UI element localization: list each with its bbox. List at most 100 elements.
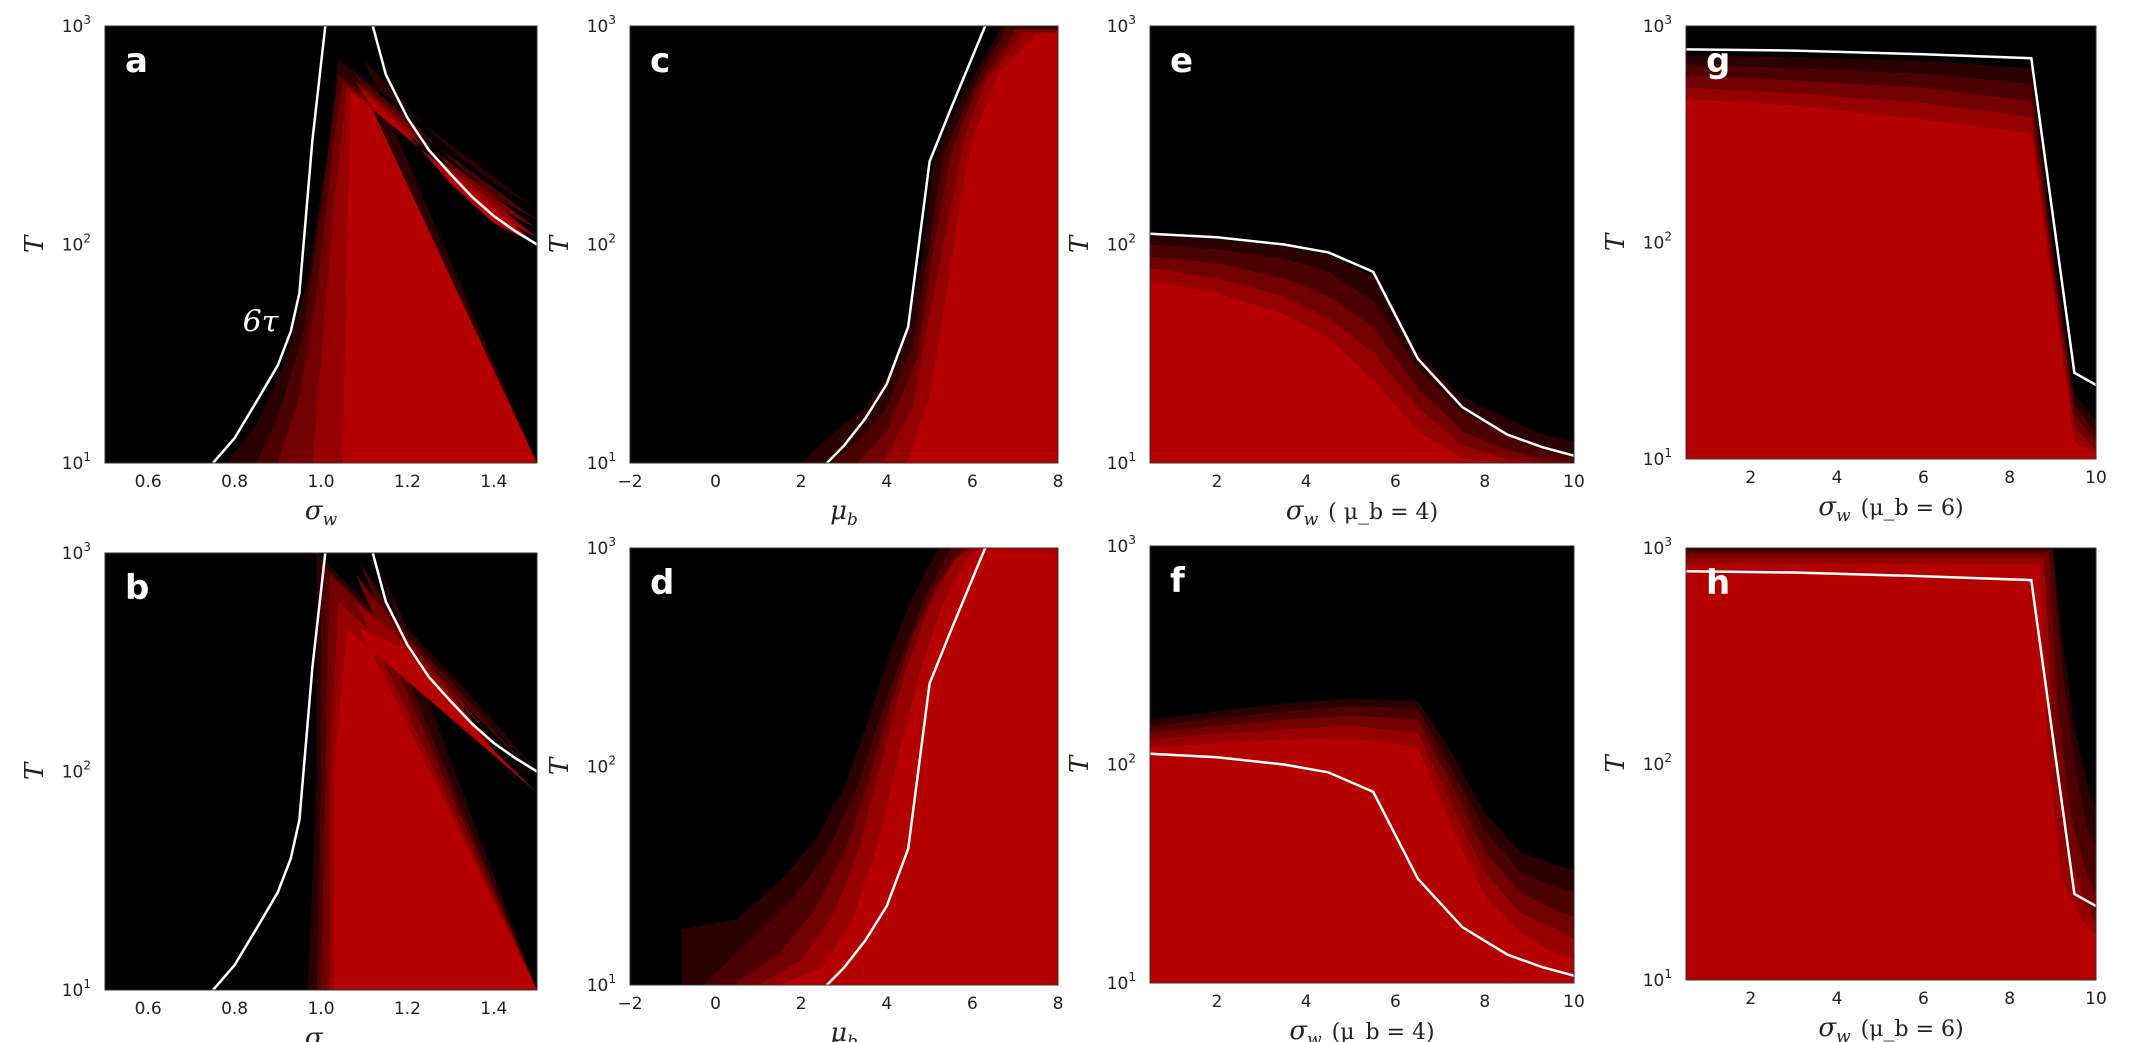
heatmap-level-4 bbox=[342, 91, 537, 463]
heatmap-level-4 bbox=[1686, 99, 2096, 459]
heatmap-regions bbox=[212, 553, 537, 990]
x-tick-label: 8 bbox=[1479, 992, 1490, 1012]
y-tick-exponent: 3 bbox=[83, 540, 91, 554]
heatmap-level-4 bbox=[1150, 281, 1574, 463]
y-tick-exponent: 1 bbox=[1128, 970, 1136, 984]
y-tick-exponent: 3 bbox=[1664, 13, 1672, 27]
x-tick-label: 4 bbox=[1301, 992, 1312, 1012]
x-tick-label: −2 bbox=[617, 994, 642, 1014]
y-tick-exponent: 3 bbox=[1664, 535, 1672, 549]
y-tick-label: 102 bbox=[587, 232, 616, 256]
panel-label: h bbox=[1706, 563, 1730, 603]
boundary-curve bbox=[212, 26, 327, 463]
y-tick-base: 10 bbox=[587, 976, 609, 996]
panel-label: f bbox=[1170, 561, 1186, 601]
x-tick-label: 8 bbox=[1053, 994, 1064, 1014]
y-tick-label: 101 bbox=[1107, 970, 1136, 994]
x-axis-condition: (μ_b = 4) bbox=[1332, 1020, 1435, 1042]
y-tick-label: 101 bbox=[1107, 450, 1136, 474]
y-tick-label: 102 bbox=[1107, 752, 1136, 776]
y-tick-label: 103 bbox=[1107, 533, 1136, 557]
x-tick-label: 2 bbox=[1212, 992, 1223, 1012]
heatmap-regions bbox=[681, 548, 1058, 985]
x-tick-label: 6 bbox=[1918, 468, 1929, 488]
x-tick-label: 0.6 bbox=[135, 472, 162, 492]
y-axis-label: T bbox=[1601, 232, 1631, 251]
panel-label: a bbox=[125, 41, 148, 81]
boundary-curve bbox=[1150, 232, 1574, 457]
x-tick-label: 4 bbox=[1832, 989, 1843, 1009]
y-axis-label: T bbox=[1065, 754, 1095, 773]
y-tick-label: 101 bbox=[587, 450, 616, 474]
y-tick-exponent: 1 bbox=[1128, 450, 1136, 464]
x-tick-label: 1.0 bbox=[307, 472, 334, 492]
x-tick-label: 4 bbox=[881, 994, 892, 1014]
boundary-curve bbox=[1686, 48, 2096, 386]
heatmap-regions bbox=[1150, 232, 1574, 463]
heatmap-level-4 bbox=[1686, 564, 2096, 980]
annotation-label: 6τ bbox=[243, 304, 279, 339]
x-tick-label: 6 bbox=[967, 472, 978, 492]
y-tick-exponent: 2 bbox=[1128, 752, 1136, 766]
boundary-curve bbox=[371, 26, 537, 246]
y-tick-exponent: 1 bbox=[1664, 967, 1672, 981]
y-tick-label: 101 bbox=[1643, 967, 1672, 991]
boundary-curve bbox=[826, 548, 987, 985]
y-tick-exponent: 3 bbox=[1128, 13, 1136, 27]
y-tick-exponent: 3 bbox=[608, 535, 616, 549]
boundary-curve bbox=[826, 26, 987, 463]
x-tick-label: 6 bbox=[1390, 992, 1401, 1012]
y-tick-label: 101 bbox=[1643, 446, 1672, 470]
x-tick-label: 0.8 bbox=[221, 999, 248, 1019]
y-tick-base: 10 bbox=[1107, 974, 1129, 994]
y-tick-label: 102 bbox=[1107, 232, 1136, 256]
y-tick-base: 10 bbox=[62, 17, 84, 37]
heatmap-regions bbox=[1686, 548, 2096, 980]
y-tick-label: 101 bbox=[62, 450, 91, 474]
x-axis-subscript: b bbox=[847, 1032, 858, 1042]
y-tick-base: 10 bbox=[1643, 755, 1665, 775]
y-tick-label: 101 bbox=[587, 972, 616, 996]
y-tick-base: 10 bbox=[62, 236, 84, 256]
y-tick-base: 10 bbox=[1107, 236, 1129, 256]
x-axis-label: σw ( μ_b = 4) bbox=[1286, 496, 1438, 530]
y-tick-base: 10 bbox=[587, 758, 609, 778]
y-tick-label: 102 bbox=[62, 759, 91, 783]
plot-frame bbox=[1149, 545, 1575, 984]
plot-frame bbox=[629, 547, 1059, 986]
boundary-curve bbox=[1686, 570, 2096, 908]
y-axis-label: T bbox=[20, 234, 50, 253]
y-tick-exponent: 3 bbox=[83, 13, 91, 27]
y-tick-base: 10 bbox=[1643, 971, 1665, 991]
y-tick-label: 101 bbox=[62, 977, 91, 1001]
x-axis-label: σw bbox=[305, 1023, 338, 1042]
boundary-curve bbox=[212, 553, 327, 990]
x-tick-label: 1.2 bbox=[394, 472, 421, 492]
x-tick-label: 2 bbox=[1745, 989, 1756, 1009]
boundary-curve bbox=[1150, 752, 1574, 977]
heatmap-level-4 bbox=[1150, 738, 1574, 983]
y-tick-base: 10 bbox=[1107, 756, 1129, 776]
x-axis-subscript: w bbox=[1307, 1030, 1322, 1042]
x-axis-label: σw bbox=[305, 496, 338, 530]
x-axis-symbol: σ bbox=[1818, 492, 1837, 522]
y-tick-exponent: 2 bbox=[1664, 751, 1672, 765]
plot-frame bbox=[104, 552, 538, 991]
panel-label: g bbox=[1706, 41, 1730, 81]
y-axis-label: T bbox=[20, 761, 50, 780]
x-tick-label: 8 bbox=[1479, 472, 1490, 492]
x-axis-label: μb bbox=[830, 1018, 858, 1042]
x-tick-label: 4 bbox=[1301, 472, 1312, 492]
x-tick-label: 0 bbox=[710, 994, 721, 1014]
x-axis-symbol: σ bbox=[1286, 496, 1305, 526]
x-tick-label: 0.8 bbox=[221, 472, 248, 492]
y-tick-exponent: 2 bbox=[1128, 232, 1136, 246]
y-tick-base: 10 bbox=[587, 17, 609, 37]
y-tick-exponent: 2 bbox=[608, 232, 616, 246]
